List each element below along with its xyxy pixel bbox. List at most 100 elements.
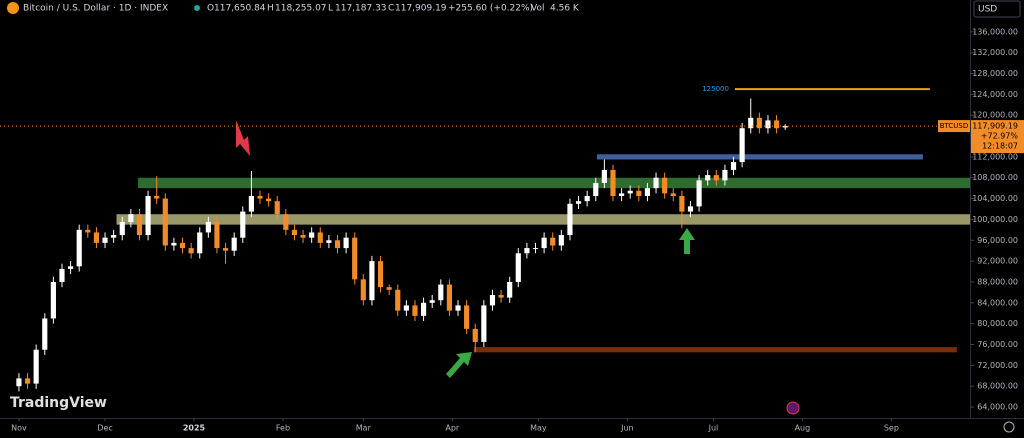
candle-body [558,235,564,246]
y-tick-label: 76,000.00 [977,340,1018,349]
x-tick-label: Dec [97,424,112,433]
candle-body [154,195,160,199]
candle-body [748,117,754,129]
candle-body [730,162,737,170]
ohlc-value: 118,255.07 [275,4,327,14]
candle-body [498,294,504,298]
candle-body [567,203,573,236]
candle-body [515,253,521,282]
candle-body [687,206,694,212]
event-icon[interactable] [786,401,800,415]
arrow-up-diag [446,352,472,378]
candle-body [205,222,211,233]
candle-body [386,287,392,290]
y-tick-label: 80,000.00 [977,319,1018,328]
arrow-down [236,120,250,156]
candle-body [532,248,539,250]
candle-body [248,195,254,212]
zone [116,214,971,225]
candle-body [593,182,599,196]
zone [138,177,971,189]
plot: 125000 [16,85,971,392]
candle-body [670,193,676,196]
y-tick-label: 88,000.00 [977,277,1018,286]
candle-body [765,120,771,129]
candle-body [464,305,470,329]
countdown: 12:18:07 [982,142,1018,151]
y-tick-label: 72,000.00 [977,361,1018,370]
y-tick-label: 96,000.00 [977,236,1018,245]
candle-body [472,328,478,342]
candle-body [42,318,48,350]
currency-button[interactable] [973,0,1021,18]
zone [473,347,957,353]
symbol-tag-bg [938,120,970,133]
candle-body [111,235,117,238]
candle-body [395,289,401,311]
y-tick-label: 128,000.00 [972,69,1018,78]
change: +255.60 (+0.22%) [448,4,533,14]
candle-body [782,126,788,128]
ohlc-label: L [328,4,333,14]
candle-body [171,242,177,246]
vol-label: Vol [531,4,544,14]
candle-body [352,237,358,280]
candle-body [240,211,246,238]
zone [596,154,923,160]
candle-body [16,378,22,387]
candle-body [438,284,444,301]
watermark-logo: TradingView [10,395,107,411]
candle-body [421,302,427,316]
symbol-tag: BTCUSD [940,122,969,130]
candle-body [644,188,651,196]
candle-body [722,169,728,181]
candle-body [334,240,341,249]
candle-body [575,201,582,204]
y-tick-label: 104,000.00 [972,194,1018,203]
candle-body [713,175,719,181]
candle-body [128,214,134,223]
candle-body [231,237,237,251]
candle-body [601,169,607,183]
x-tick-label: Jul [708,424,719,433]
vol-value: 4.56 K [550,4,580,14]
candle-body [291,229,298,236]
candle-body [377,261,384,288]
candle-body [584,195,590,202]
ohlc-label: C [388,4,394,14]
y-tick-label: 108,000.00 [972,173,1018,182]
settings-icon[interactable] [1003,421,1015,433]
coin-icon [7,2,19,14]
ohlc-label: O [207,4,214,14]
candle-body [550,237,556,246]
candle-body [119,222,125,236]
header: Bitcoin / U.S. Dollar · 1D · INDEX O 117… [7,2,580,14]
currency[interactable]: USD [978,5,997,15]
candle-body [214,222,220,249]
candle-body [33,349,39,384]
candle-body [145,195,151,236]
candle-body [179,242,186,249]
y-tick-label: 84,000.00 [977,298,1018,307]
y-tick-label: 92,000.00 [977,257,1018,266]
y-tick-label: 68,000.00 [977,382,1018,391]
candle-body [481,305,487,342]
y-tick-label: 100,000.00 [972,215,1018,224]
candle-body [309,232,315,238]
candle-body [76,229,82,267]
candle-body [412,305,418,316]
candle-body [403,305,409,311]
y-tick-label: 64,000.00 [977,403,1018,412]
level-label: 125000 [702,85,729,93]
candle-body [50,281,56,319]
candle-body [662,177,668,194]
symbol-title: Bitcoin / U.S. Dollar · 1D · INDEX [23,4,168,14]
candle-body [524,248,530,254]
x-tick-label: Jun [620,424,634,433]
candle-body [619,193,625,196]
candle-body [429,300,435,303]
candle-body [610,169,616,196]
candle-body [369,261,375,301]
candle-body [188,248,194,254]
